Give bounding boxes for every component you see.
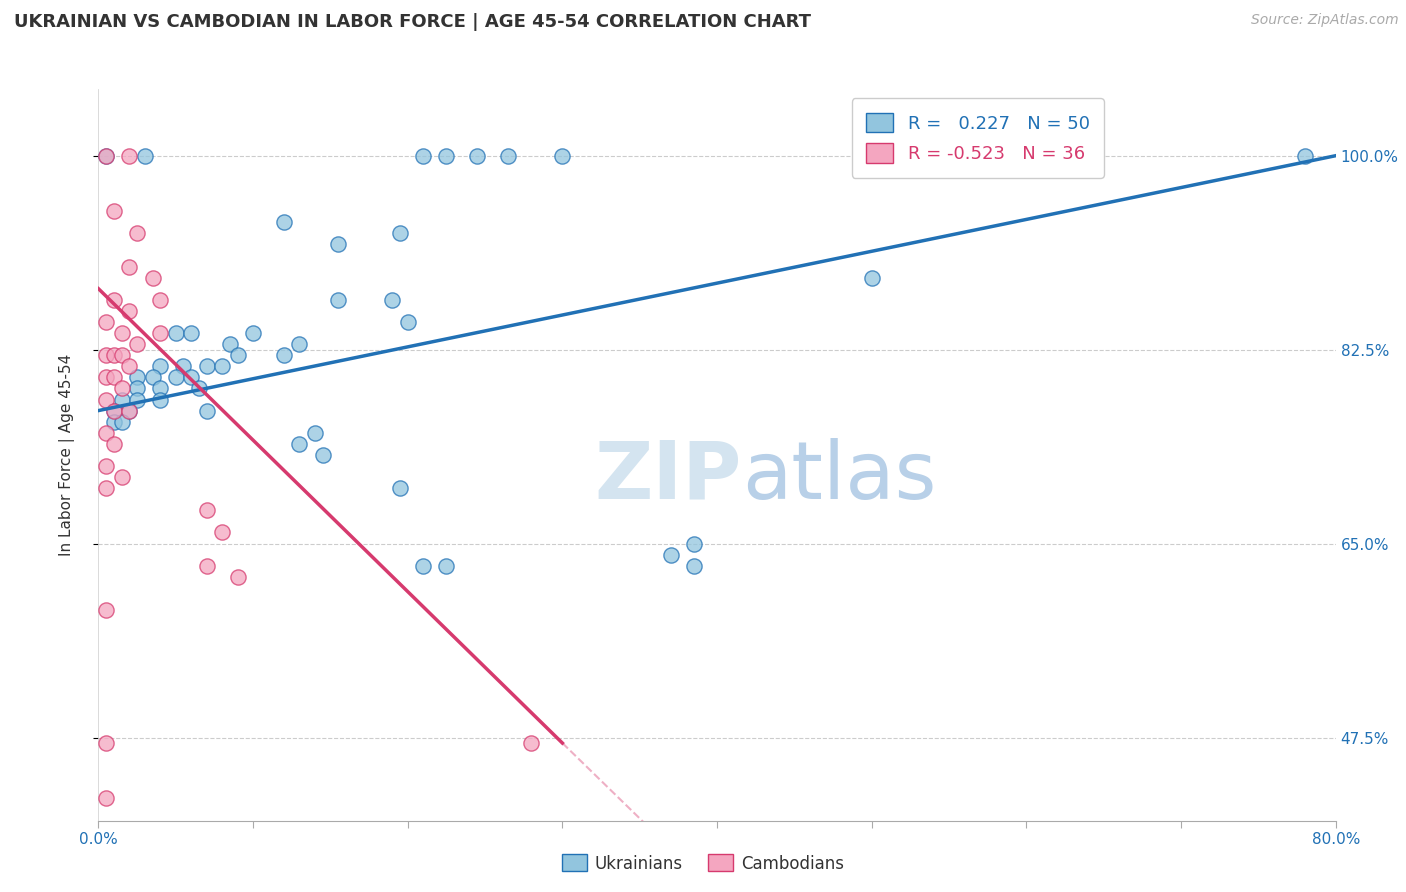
Point bbox=[388, 481, 412, 495]
Point bbox=[103, 403, 125, 417]
Point bbox=[304, 425, 326, 440]
Point bbox=[127, 337, 149, 351]
Point bbox=[103, 403, 125, 417]
Point bbox=[96, 458, 118, 473]
Point bbox=[467, 149, 489, 163]
Point bbox=[149, 392, 172, 407]
Point bbox=[180, 370, 202, 384]
Point bbox=[127, 392, 149, 407]
Point bbox=[127, 381, 149, 395]
Point bbox=[219, 337, 242, 351]
Point bbox=[111, 415, 134, 429]
Point bbox=[96, 370, 118, 384]
Point bbox=[96, 481, 118, 495]
Point bbox=[412, 558, 434, 573]
Point bbox=[551, 149, 574, 163]
Point bbox=[118, 149, 141, 163]
Point bbox=[111, 392, 134, 407]
Point bbox=[1294, 149, 1316, 163]
Point bbox=[165, 326, 187, 340]
Point bbox=[436, 149, 458, 163]
Text: UKRAINIAN VS CAMBODIAN IN LABOR FORCE | AGE 45-54 CORRELATION CHART: UKRAINIAN VS CAMBODIAN IN LABOR FORCE | … bbox=[14, 13, 811, 31]
Point bbox=[149, 293, 172, 307]
Point bbox=[288, 337, 311, 351]
Point bbox=[149, 381, 172, 395]
Point bbox=[312, 448, 335, 462]
Point bbox=[520, 736, 543, 750]
Point bbox=[142, 370, 165, 384]
Point bbox=[142, 270, 165, 285]
Point bbox=[118, 303, 141, 318]
Point bbox=[195, 503, 218, 517]
Point bbox=[149, 326, 172, 340]
Point bbox=[396, 315, 419, 329]
Point bbox=[211, 359, 233, 374]
Point bbox=[195, 359, 218, 374]
Point bbox=[103, 415, 125, 429]
Point bbox=[412, 149, 434, 163]
Point bbox=[118, 403, 141, 417]
Point bbox=[149, 359, 172, 374]
Point bbox=[288, 437, 311, 451]
Point bbox=[118, 260, 141, 274]
Point bbox=[96, 736, 118, 750]
Point bbox=[273, 215, 295, 229]
Point bbox=[111, 326, 134, 340]
Point bbox=[273, 348, 295, 362]
Point bbox=[96, 149, 118, 163]
Point bbox=[381, 293, 404, 307]
Point bbox=[103, 370, 125, 384]
Point bbox=[134, 149, 156, 163]
Point bbox=[96, 315, 118, 329]
Point bbox=[326, 293, 350, 307]
Point bbox=[96, 392, 118, 407]
Point bbox=[103, 293, 125, 307]
Point bbox=[165, 370, 187, 384]
Point bbox=[103, 437, 125, 451]
Point bbox=[226, 348, 249, 362]
Point bbox=[118, 359, 141, 374]
Point bbox=[436, 558, 458, 573]
Point bbox=[96, 149, 118, 163]
Point bbox=[195, 558, 218, 573]
Point bbox=[96, 348, 118, 362]
Point bbox=[118, 403, 141, 417]
Point bbox=[188, 381, 211, 395]
Point bbox=[127, 370, 149, 384]
Point bbox=[96, 603, 118, 617]
Point bbox=[103, 204, 125, 219]
Point bbox=[211, 525, 233, 540]
Point bbox=[111, 470, 134, 484]
Point bbox=[103, 348, 125, 362]
Point bbox=[683, 536, 706, 550]
Point bbox=[195, 403, 218, 417]
Point bbox=[111, 381, 134, 395]
Legend: R =   0.227   N = 50, R = -0.523   N = 36: R = 0.227 N = 50, R = -0.523 N = 36 bbox=[852, 98, 1104, 178]
Point bbox=[96, 425, 118, 440]
Legend: Ukrainians, Cambodians: Ukrainians, Cambodians bbox=[555, 847, 851, 880]
Point bbox=[683, 558, 706, 573]
Point bbox=[659, 548, 682, 562]
Point bbox=[111, 348, 134, 362]
Text: Source: ZipAtlas.com: Source: ZipAtlas.com bbox=[1251, 13, 1399, 28]
Point bbox=[860, 270, 883, 285]
Point bbox=[127, 227, 149, 241]
Text: atlas: atlas bbox=[742, 438, 936, 516]
Point bbox=[388, 227, 412, 241]
Point bbox=[326, 237, 350, 252]
Point bbox=[180, 326, 202, 340]
Point bbox=[96, 791, 118, 805]
Point bbox=[242, 326, 264, 340]
Point bbox=[498, 149, 520, 163]
Point bbox=[226, 570, 249, 584]
Text: ZIP: ZIP bbox=[595, 438, 742, 516]
Point bbox=[173, 359, 195, 374]
Y-axis label: In Labor Force | Age 45-54: In Labor Force | Age 45-54 bbox=[59, 354, 75, 556]
